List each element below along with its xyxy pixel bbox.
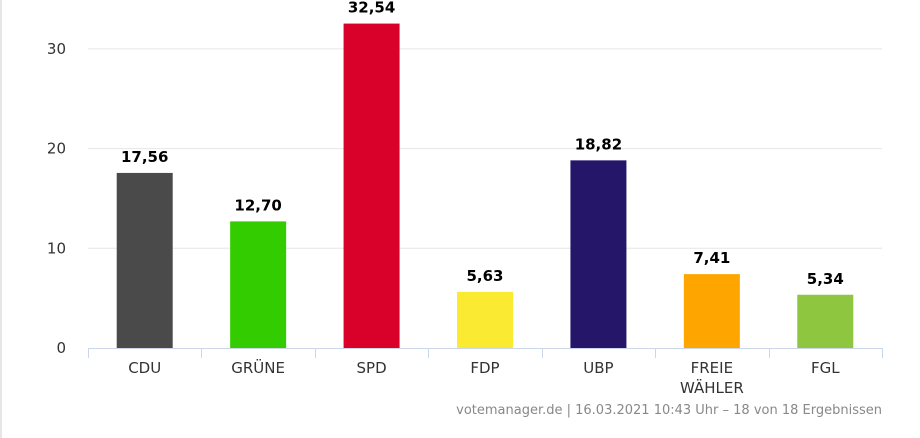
data-label: 5,34 — [807, 270, 844, 288]
x-category-label: UBP — [583, 359, 613, 377]
bar-freie-wähler[interactable] — [683, 274, 740, 348]
y-tick-label: 20 — [47, 140, 66, 158]
y-tick-label: 10 — [47, 239, 66, 257]
bar-spd[interactable] — [343, 23, 400, 348]
data-label: 32,54 — [348, 0, 395, 17]
x-category-label: FREIE — [691, 359, 733, 377]
x-category-label: CDU — [128, 359, 161, 377]
data-label: 17,56 — [121, 148, 168, 166]
data-label: 5,63 — [466, 267, 503, 285]
bar-fdp[interactable] — [457, 291, 513, 348]
bars — [116, 23, 854, 348]
bar-grüne[interactable] — [230, 221, 287, 348]
y-tick-label: 0 — [56, 339, 66, 357]
x-category-label: SPD — [357, 359, 387, 377]
x-category-label: FGL — [811, 359, 840, 377]
y-axis: 0 10 20 30 — [47, 40, 66, 357]
data-label: 12,70 — [234, 196, 281, 214]
bar-fgl[interactable] — [797, 294, 854, 348]
x-category-label: FDP — [470, 359, 499, 377]
chart-frame-edge — [0, 0, 2, 438]
y-tick-label: 30 — [47, 40, 66, 58]
x-category-label: GRÜNE — [231, 358, 285, 377]
x-category-label: WÄHLER — [680, 378, 744, 397]
chart-credits[interactable]: votemanager.de | 16.03.2021 10:43 Uhr – … — [456, 403, 882, 418]
data-labels: 17,56 12,70 32,54 5,63 18,82 7,41 5,34 — [121, 0, 844, 288]
data-label: 18,82 — [575, 135, 622, 153]
data-label: 7,41 — [693, 249, 730, 267]
bar-ubp[interactable] — [570, 160, 627, 348]
gridlines — [88, 48, 882, 249]
bar-cdu[interactable] — [116, 172, 173, 348]
